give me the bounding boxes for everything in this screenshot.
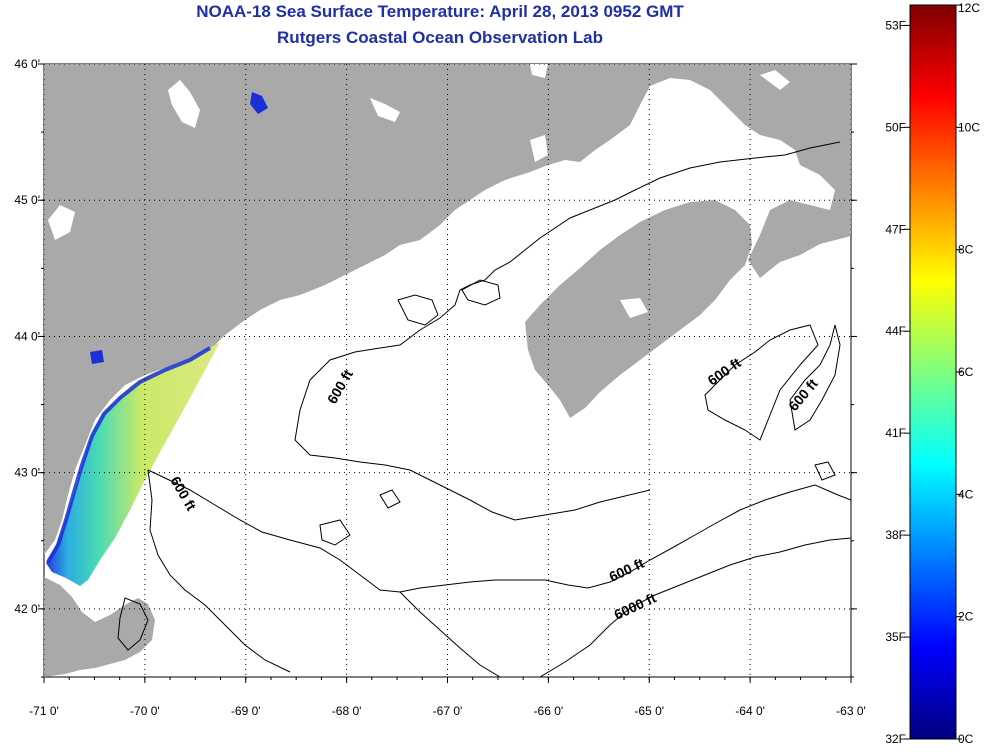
colorbar: 12C 10C 8C 6C 4C 2C 0C 53F 50F 47F 44F 41F 38F 35F 32…: [885, 1, 980, 746]
colorbar-fahrenheit-label: 50F: [885, 120, 906, 134]
lon-tick-label: -71 0': [29, 704, 59, 718]
lat-tick-label: 43 0': [14, 466, 40, 480]
lon-tick-label: -64 0': [735, 704, 765, 718]
lat-tick-label: 45 0': [14, 193, 40, 207]
colorbar-celsius-label: 8C: [958, 243, 974, 257]
colorbar-celsius-label: 2C: [958, 610, 974, 624]
lon-tick-label: -63 0': [836, 704, 866, 718]
lat-tick-label: 42 0': [14, 602, 40, 616]
colorbar-celsius-label: 6C: [958, 365, 974, 379]
lon-tick-label: -70 0': [130, 704, 160, 718]
lon-tick-label: -69 0': [231, 704, 261, 718]
colorbar-celsius-label: 12C: [958, 1, 980, 15]
colorbar-celsius-label: 0C: [958, 732, 974, 746]
colorbar-fahrenheit-label: 35F: [885, 630, 906, 644]
lon-tick-label: -66 0': [534, 704, 564, 718]
map-title: NOAA-18 Sea Surface Temperature: April 2…: [196, 2, 684, 21]
lat-tick-label: 44 0': [14, 329, 40, 343]
colorbar-fahrenheit-label: 47F: [885, 222, 906, 236]
colorbar-fahrenheit-label: 44F: [885, 324, 906, 338]
colorbar-fahrenheit-label: 38F: [885, 528, 906, 542]
lon-tick-label: -65 0': [634, 704, 664, 718]
colorbar-fahrenheit-label: 41F: [885, 426, 906, 440]
bathymetry-contours: [117, 141, 851, 677]
map-area: 600 ft 600 ft 600 ft 6000 ft 600 ft 600 …: [14, 57, 865, 718]
map-subtitle: Rutgers Coastal Ocean Observation Lab: [277, 28, 603, 47]
lon-tick-label: -67 0': [433, 704, 463, 718]
colorbar-fahrenheit-label: 53F: [885, 18, 906, 32]
colorbar-celsius-label: 4C: [958, 487, 974, 501]
map-grid: [44, 64, 851, 677]
inland-cold-water: [90, 92, 268, 364]
colorbar-celsius-label: 10C: [958, 120, 980, 134]
land-cape-cod: [44, 577, 155, 677]
sst-swath: [46, 342, 220, 586]
colorbar-fahrenheit-label: 32F: [885, 732, 906, 746]
lon-tick-label: -68 0': [332, 704, 362, 718]
lakes: [48, 64, 790, 318]
lat-tick-label: 46 0': [14, 57, 40, 71]
land-mainland: [44, 64, 851, 555]
